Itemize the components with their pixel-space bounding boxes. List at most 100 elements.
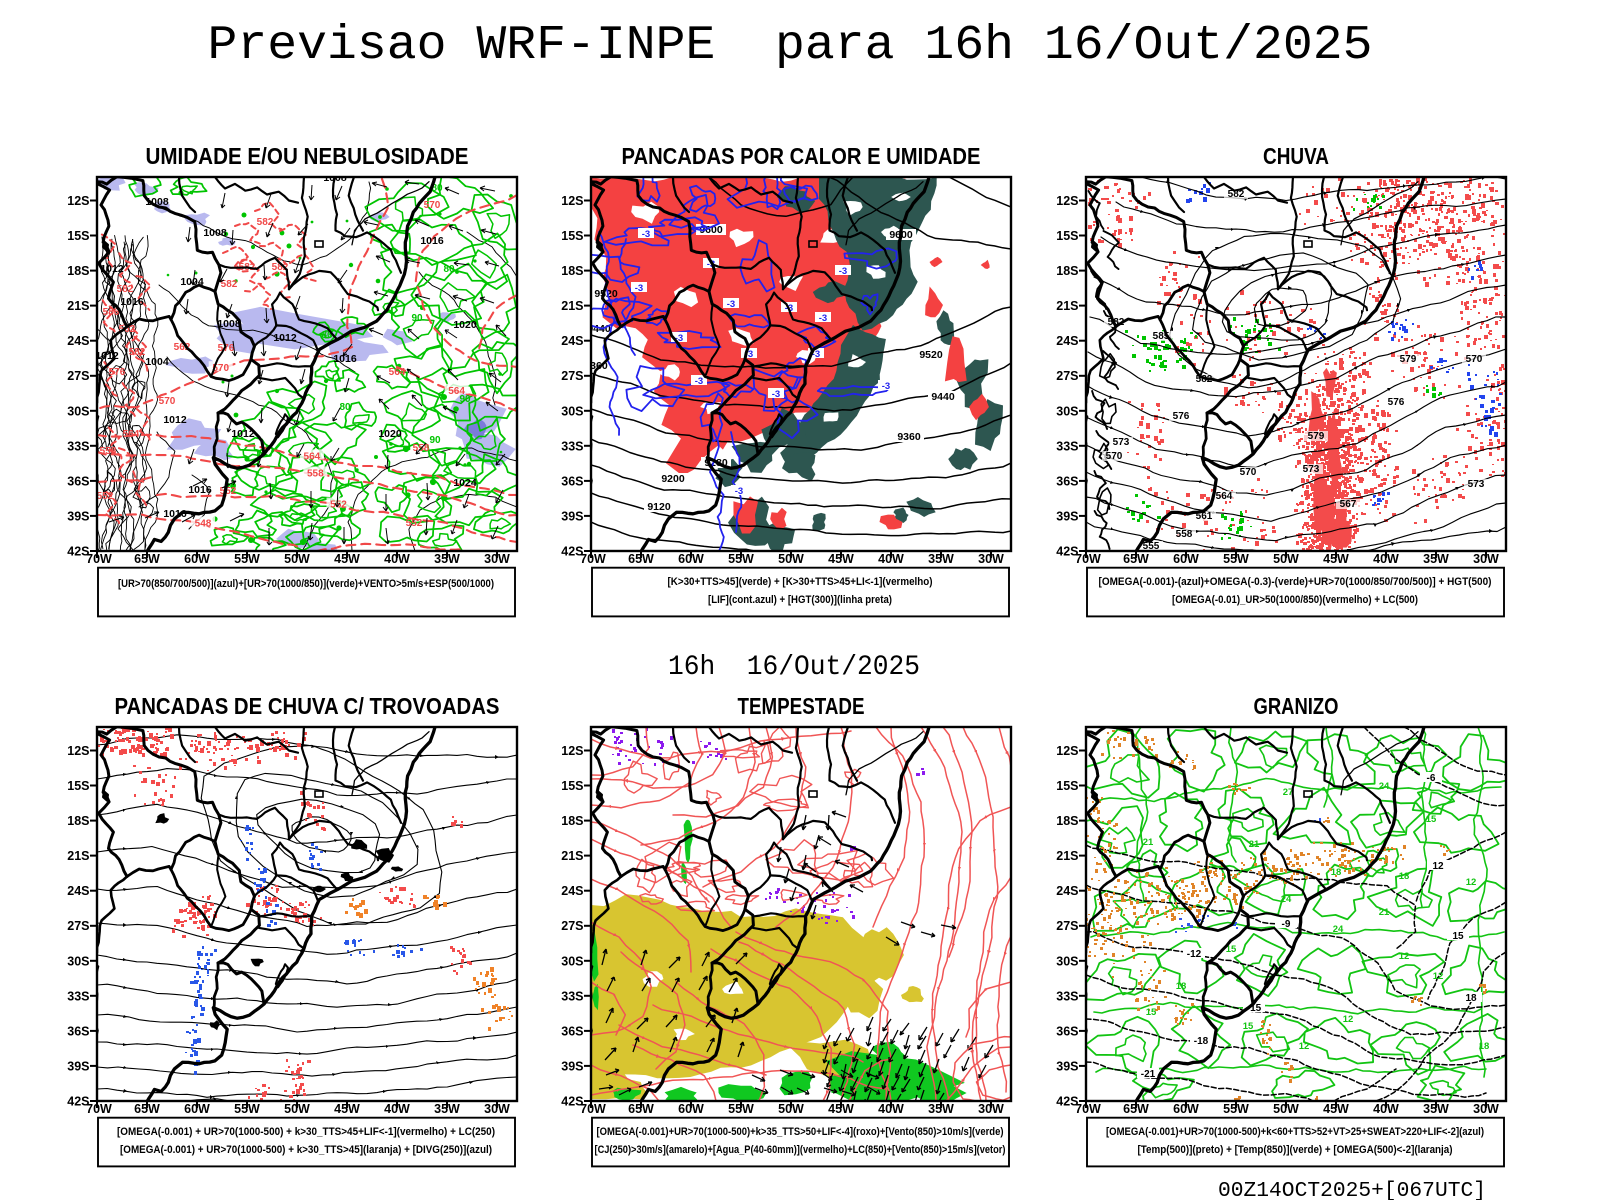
svg-text:27S: 27S [1056, 369, 1078, 383]
svg-text:582: 582 [129, 347, 146, 358]
svg-text:30W: 30W [484, 552, 510, 566]
svg-text:21S: 21S [1056, 849, 1078, 863]
svg-text:42S: 42S [1056, 1095, 1078, 1109]
svg-text:9120: 9120 [647, 501, 671, 513]
svg-text:[OMEGA(-0.001) + UR>70(1000-50: [OMEGA(-0.001) + UR>70(1000-500) + k>30_… [120, 1144, 492, 1156]
svg-text:15S: 15S [1056, 779, 1078, 793]
svg-text:70W: 70W [1075, 552, 1101, 566]
svg-text:12: 12 [1343, 1014, 1354, 1025]
svg-text:-3: -3 [819, 313, 827, 324]
svg-text:35W: 35W [434, 552, 460, 566]
svg-text:55W: 55W [1223, 552, 1249, 566]
svg-text:24: 24 [1333, 924, 1344, 935]
svg-text:65W: 65W [1123, 1102, 1149, 1116]
svg-text:1020: 1020 [453, 319, 477, 331]
svg-text:55W: 55W [234, 552, 260, 566]
svg-text:50W: 50W [778, 1102, 804, 1116]
svg-text:21: 21 [1143, 837, 1154, 848]
svg-text:27: 27 [1283, 787, 1294, 798]
svg-text:PANCADAS POR CALOR E UMIDADE: PANCADAS POR CALOR E UMIDADE [622, 143, 981, 169]
svg-text:582: 582 [221, 279, 238, 290]
svg-text:60W: 60W [1173, 1102, 1199, 1116]
svg-text:576: 576 [1388, 397, 1405, 408]
svg-text:-21: -21 [1141, 1069, 1156, 1080]
svg-text:576: 576 [1173, 411, 1190, 422]
svg-text:562: 562 [119, 324, 136, 335]
svg-text:-3: -3 [772, 389, 780, 400]
svg-text:[OMEGA(-0.001) + UR>70(1000-50: [OMEGA(-0.001) + UR>70(1000-500) + k>30_… [117, 1126, 495, 1138]
svg-text:40W: 40W [1373, 552, 1399, 566]
svg-text:582: 582 [117, 284, 134, 295]
svg-text:70W: 70W [580, 552, 606, 566]
svg-text:-3: -3 [735, 486, 743, 497]
svg-text:21S: 21S [561, 299, 583, 313]
svg-text:21S: 21S [67, 849, 89, 863]
svg-text:90: 90 [411, 313, 423, 324]
svg-text:35W: 35W [1423, 552, 1449, 566]
svg-text:42S: 42S [561, 1095, 583, 1109]
svg-text:90: 90 [459, 394, 471, 405]
svg-text:50W: 50W [284, 1102, 310, 1116]
svg-text:-3: -3 [839, 266, 847, 277]
svg-text:-6: -6 [1427, 773, 1436, 784]
svg-text:573: 573 [1113, 437, 1130, 448]
svg-text:1012: 1012 [231, 428, 255, 440]
svg-text:552: 552 [97, 491, 114, 502]
svg-text:-3: -3 [642, 229, 650, 240]
svg-text:39S: 39S [67, 509, 89, 523]
svg-text:40W: 40W [384, 552, 410, 566]
svg-text:35W: 35W [928, 1102, 954, 1116]
svg-text:42S: 42S [1056, 545, 1078, 559]
svg-text:15S: 15S [561, 229, 583, 243]
svg-text:00Z14OCT2025+[067UTC]: 00Z14OCT2025+[067UTC] [1218, 1180, 1486, 1200]
svg-text:45W: 45W [334, 1102, 360, 1116]
svg-text:36S: 36S [67, 1024, 89, 1038]
svg-text:9520: 9520 [919, 349, 943, 361]
svg-text:30S: 30S [561, 954, 583, 968]
svg-text:27S: 27S [561, 369, 583, 383]
svg-text:50W: 50W [1273, 552, 1299, 566]
svg-text:27S: 27S [67, 919, 89, 933]
svg-text:-3: -3 [727, 299, 735, 310]
svg-text:30W: 30W [978, 1102, 1004, 1116]
svg-text:24S: 24S [1056, 884, 1078, 898]
svg-text:-9: -9 [1282, 919, 1291, 930]
svg-text:558: 558 [100, 446, 117, 457]
svg-text:90: 90 [429, 435, 441, 446]
svg-text:12: 12 [1433, 971, 1444, 982]
svg-text:39S: 39S [561, 1059, 583, 1073]
svg-text:567: 567 [1340, 499, 1357, 510]
svg-text:50W: 50W [284, 552, 310, 566]
svg-text:582: 582 [257, 217, 274, 228]
svg-text:33S: 33S [67, 989, 89, 1003]
svg-text:558: 558 [1176, 529, 1193, 540]
svg-text:15S: 15S [67, 229, 89, 243]
svg-text:65W: 65W [1123, 552, 1149, 566]
svg-text:552: 552 [406, 518, 423, 529]
svg-text:33S: 33S [561, 989, 583, 1003]
svg-text:18S: 18S [561, 264, 583, 278]
svg-text:42S: 42S [561, 545, 583, 559]
svg-text:-3: -3 [745, 349, 753, 360]
svg-text:1008: 1008 [217, 318, 241, 330]
svg-text:15: 15 [1452, 931, 1464, 942]
svg-text:9440: 9440 [931, 391, 955, 403]
svg-text:60W: 60W [678, 1102, 704, 1116]
svg-text:24S: 24S [1056, 334, 1078, 348]
svg-text:12S: 12S [1056, 744, 1078, 758]
svg-text:12S: 12S [67, 194, 89, 208]
svg-text:80: 80 [431, 183, 443, 194]
svg-text:36S: 36S [67, 474, 89, 488]
svg-text:15S: 15S [1056, 229, 1078, 243]
svg-text:-3: -3 [812, 349, 820, 360]
svg-text:564: 564 [448, 386, 465, 397]
svg-text:18S: 18S [1056, 814, 1078, 828]
svg-text:-18: -18 [1194, 1036, 1209, 1047]
svg-text:UMIDADE E/OU NEBULOSIDADE: UMIDADE E/OU NEBULOSIDADE [146, 143, 469, 169]
svg-text:55W: 55W [728, 1102, 754, 1116]
svg-text:564: 564 [1216, 491, 1233, 502]
svg-text:-12: -12 [1187, 949, 1202, 960]
svg-text:582: 582 [1228, 189, 1245, 200]
svg-text:555: 555 [1143, 541, 1160, 552]
svg-text:24S: 24S [561, 334, 583, 348]
